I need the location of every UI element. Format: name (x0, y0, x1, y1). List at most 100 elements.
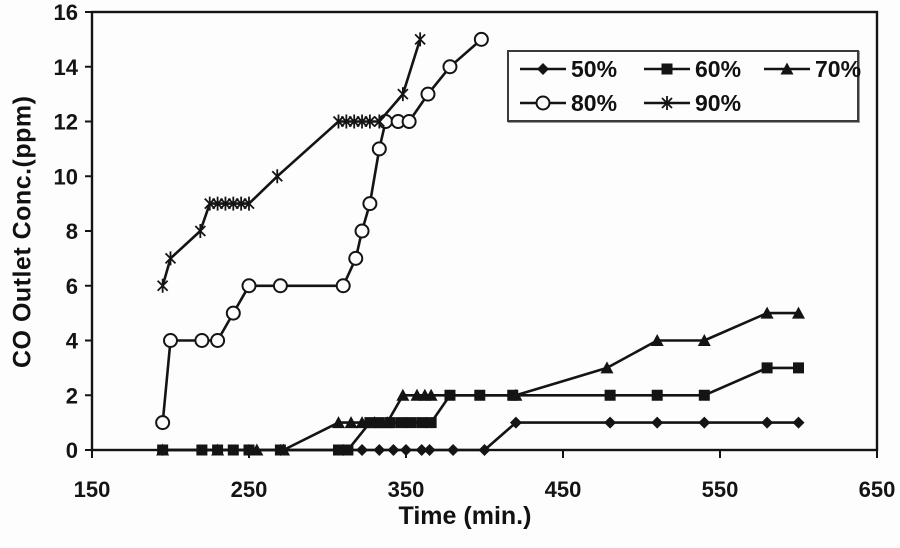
y-axis-title: CO Outlet Conc.(ppm) (8, 95, 37, 369)
marker-square (332, 444, 344, 456)
marker-circle (420, 86, 436, 102)
marker-triangle (792, 306, 805, 319)
x-tick-label: 350 (388, 477, 425, 502)
marker-asterisk (414, 33, 426, 46)
marker-diamond (698, 416, 711, 429)
marker-diamond (509, 416, 522, 429)
marker-asterisk (164, 252, 177, 265)
marker-square (425, 417, 437, 429)
y-tick-label: 12 (54, 110, 78, 135)
x-tick-label: 650 (859, 477, 896, 502)
marker-circle (442, 59, 458, 75)
legend: 50% 60% 70% 80% 90% (507, 50, 862, 122)
marker-square (604, 389, 616, 401)
marker-diamond (447, 444, 460, 456)
marker-diamond (356, 444, 369, 456)
y-tick-label: 4 (66, 329, 79, 354)
series-line-70% (162, 311, 799, 452)
legend-marker-triangle-icon (764, 62, 810, 75)
marker-circle (335, 278, 351, 294)
marker-square (342, 444, 354, 456)
legend-marker-circle-icon (520, 95, 566, 111)
marker-triangle (211, 443, 225, 456)
marker-circle (210, 333, 226, 348)
marker-asterisk (194, 225, 206, 237)
legend-label: 80% (571, 89, 618, 116)
legend-label: 60% (695, 55, 742, 82)
y-tick-label: 10 (54, 164, 78, 189)
marker-diamond (604, 416, 617, 429)
marker-triangle (277, 443, 291, 456)
marker-asterisk (271, 170, 283, 182)
marker-circle (163, 333, 178, 348)
marker-circle (225, 305, 241, 321)
series-70% (156, 306, 805, 456)
marker-triangle (760, 306, 774, 319)
marker-square (416, 417, 428, 429)
marker-diamond (373, 444, 386, 456)
legend-entry-50: 50% (519, 56, 643, 83)
marker-triangle (697, 334, 711, 346)
marker-asterisk (397, 88, 409, 100)
marker-diamond (423, 444, 436, 456)
y-tick-label: 8 (66, 219, 78, 244)
marker-diamond (478, 444, 491, 456)
marker-square (793, 362, 804, 374)
marker-triangle (600, 361, 614, 374)
marker-diamond (792, 416, 805, 429)
x-tick-label: 550 (702, 477, 739, 502)
marker-triangle (396, 388, 410, 401)
marker-triangle (780, 62, 794, 75)
legend-marker-square-icon (644, 63, 690, 75)
x-tick-label: 250 (231, 477, 268, 502)
legend-marker-diamond-icon (520, 63, 566, 75)
y-tick-label: 16 (54, 0, 78, 25)
marker-triangle (424, 388, 438, 401)
marker-square (661, 63, 673, 75)
marker-circle (241, 278, 257, 294)
legend-label: 70% (815, 55, 862, 82)
x-tick-label: 150 (74, 477, 111, 502)
marker-circle (362, 196, 378, 212)
marker-diamond (537, 63, 549, 75)
series-line-90% (161, 39, 422, 287)
marker-diamond (400, 444, 412, 456)
legend-entry-90: 90% (643, 90, 763, 117)
marker-diamond (761, 416, 774, 429)
marker-diamond (415, 444, 428, 456)
series-90% (157, 32, 426, 293)
y-tick-label: 2 (66, 383, 78, 408)
marker-circle (401, 114, 417, 129)
x-tick-label: 450 (545, 477, 582, 502)
marker-asterisk (373, 115, 385, 128)
legend-label: 50% (571, 55, 618, 82)
marker-circle (535, 95, 551, 111)
marker-triangle (650, 334, 664, 346)
marker-triangle (331, 416, 345, 429)
y-tick-label: 6 (66, 274, 78, 299)
marker-circle (194, 333, 210, 348)
legend-entry-60: 60% (643, 56, 763, 83)
marker-triangle (355, 416, 369, 429)
marker-square (761, 362, 773, 374)
marker-diamond (651, 416, 664, 429)
marker-square (395, 417, 407, 429)
marker-circle (354, 223, 370, 239)
marker-triangle (380, 416, 394, 429)
marker-square (651, 389, 663, 401)
series-60% (157, 362, 804, 456)
marker-square (405, 417, 417, 429)
marker-triangle (344, 416, 358, 429)
legend-label: 90% (695, 89, 742, 116)
marker-triangle (156, 443, 170, 456)
marker-asterisk (243, 197, 255, 210)
marker-circle (155, 415, 171, 431)
marker-asterisk (364, 115, 376, 128)
marker-asterisk (661, 97, 673, 109)
x-axis-title: Time (min.) (398, 502, 532, 530)
marker-circle (272, 278, 288, 294)
series-80% (155, 31, 489, 431)
marker-square (698, 389, 710, 401)
y-tick-label: 14 (54, 55, 79, 80)
